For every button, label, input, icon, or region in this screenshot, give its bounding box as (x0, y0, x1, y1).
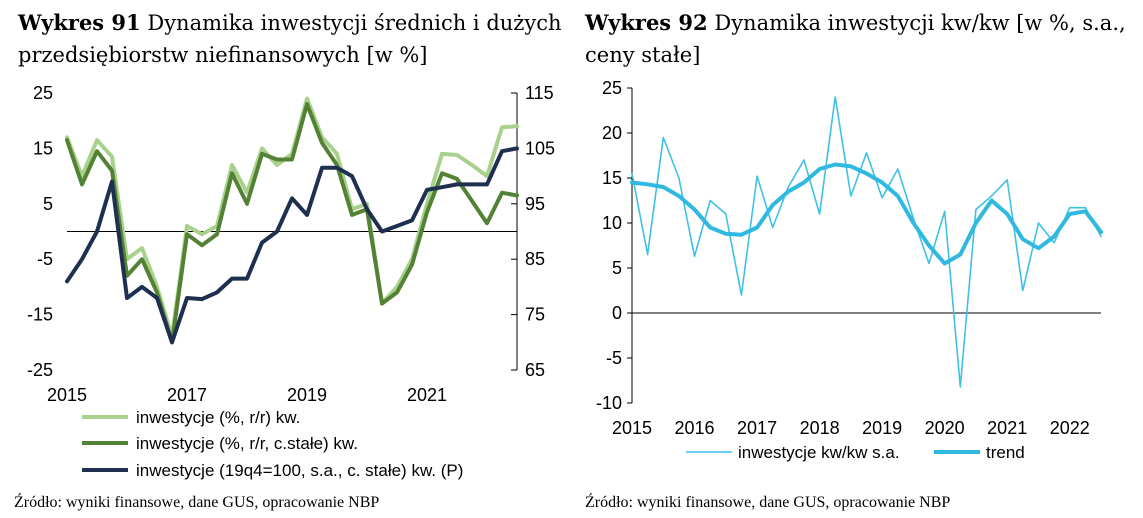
right-chart-series-line-0 (631, 96, 1102, 388)
left-chart-y2tick-4: 75 (525, 305, 545, 325)
right-chart-title-line2: ceny stałe] (585, 43, 701, 67)
left-chart-legend-label-2: inwestycje (19q4=100, s.a., c. stałe) kw… (136, 461, 463, 480)
right-chart-legend-label-1: trend (986, 443, 1025, 462)
right-chart-ytick-6: -5 (606, 348, 622, 368)
left-chart-xtick-1: 2017 (167, 385, 207, 405)
left-chart-series-line-2 (65, 146, 519, 345)
left-chart-ytick-3: -5 (37, 249, 53, 269)
right-chart-xtick-4: 2019 (862, 418, 902, 438)
right-chart-ytick-7: -10 (596, 393, 622, 413)
left-chart-y2tick-5: 65 (525, 360, 545, 380)
left-chart-ytick-0: 25 (33, 83, 53, 103)
right-chart-ytick-2: 15 (602, 168, 622, 188)
right-chart-legend-label-0: inwestycje kw/kw s.a. (738, 443, 900, 462)
right-chart-xtick-5: 2020 (925, 418, 965, 438)
right-chart-ytick-4: 5 (612, 258, 622, 278)
right-chart-source: Źródło: wyniki finansowe, dane GUS, opra… (585, 494, 951, 511)
left-chart-y2tick-2: 95 (525, 194, 545, 214)
right-chart-xtick-2: 2017 (737, 418, 777, 438)
left-chart-xtick-0: 2015 (47, 385, 87, 405)
left-chart-title-line2: przedsiębiorstw niefinansowych [w %] (18, 43, 428, 67)
left-chart-series-line-1 (65, 102, 519, 345)
right-chart-ytick-0: 25 (602, 78, 622, 98)
left-chart-ytick-1: 15 (33, 138, 53, 158)
right-chart-ytick-3: 10 (602, 213, 622, 233)
left-chart-y2tick-1: 105 (525, 138, 555, 158)
right-chart-title-text: Dynamika inwestycji kw/kw [w %, s.a., (714, 11, 1126, 35)
left-chart-xtick-3: 2021 (407, 385, 447, 405)
left-chart-ytick-4: -15 (27, 305, 53, 325)
left-chart-legend-label-0: inwestycje (%, r/r) kw. (136, 408, 300, 427)
left-chart-series-line-0 (65, 96, 519, 339)
right-chart-ytick-1: 20 (602, 123, 622, 143)
left-chart-ytick-5: -25 (27, 360, 53, 380)
left-chart-number: Wykres 91 (18, 10, 141, 35)
left-chart-xtick-2: 2019 (287, 385, 327, 405)
left-chart-source: Źródło: wyniki finansowe, dane GUS, opra… (14, 494, 380, 511)
left-chart-y2tick-0: 115 (525, 83, 554, 103)
left-chart-ytick-2: 5 (43, 194, 53, 214)
left-chart-title: Wykres 91 Dynamika inwestycji średnich i… (18, 8, 562, 38)
left-chart-y2tick-3: 85 (525, 249, 545, 269)
right-chart-series-line-1 (630, 162, 1103, 266)
right-chart-xtick-6: 2021 (987, 418, 1027, 438)
right-chart-xtick-3: 2018 (800, 418, 840, 438)
right-chart-xtick-1: 2016 (675, 418, 715, 438)
left-chart-title-text: Dynamika inwestycji średnich i dużych (147, 11, 562, 35)
right-chart-ytick-5: 0 (612, 303, 622, 323)
left-chart-legend-label-1: inwestycje (%, r/r, c.stałe) kw. (136, 434, 358, 453)
right-chart-title: Wykres 92 Dynamika inwestycji kw/kw [w %… (585, 8, 1126, 38)
right-chart-number: Wykres 92 (585, 10, 708, 35)
right-chart-xtick-0: 2015 (612, 418, 652, 438)
right-chart-xtick-7: 2022 (1050, 418, 1090, 438)
